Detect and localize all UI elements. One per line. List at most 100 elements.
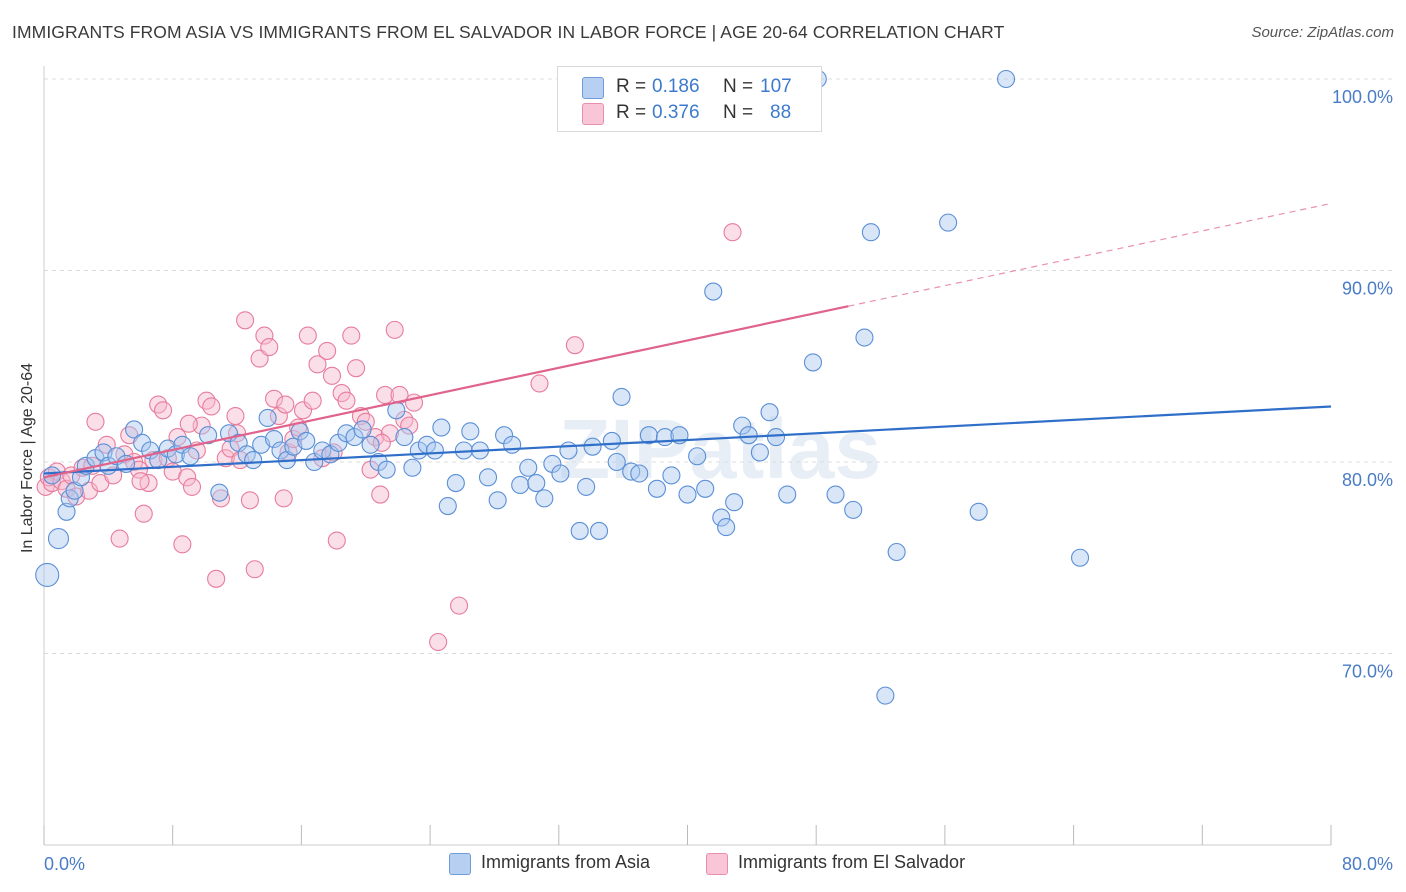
salvador-point — [390, 385, 409, 405]
asia-point — [733, 416, 752, 435]
salvador-point — [240, 491, 259, 510]
asia-point — [559, 441, 578, 460]
asia-point — [826, 485, 845, 504]
asia-point — [678, 485, 697, 504]
asia-point — [395, 428, 414, 447]
legend-n-value: 88 — [770, 102, 792, 123]
asia-point — [446, 474, 465, 493]
asia-point — [639, 426, 658, 445]
legend-r-label: R = — [616, 76, 647, 97]
salvador-trend-line-dashed — [848, 202, 1332, 307]
asia-swatch — [449, 853, 471, 875]
chart-title: IMMIGRANTS FROM ASIA VS IMMIGRANTS FROM … — [12, 22, 1005, 42]
salvador-point — [202, 397, 221, 416]
asia-point — [589, 521, 609, 540]
salvador-point — [308, 355, 327, 374]
asia-point — [803, 353, 823, 372]
salvador-point — [260, 338, 279, 357]
salvador-trend-line — [43, 305, 849, 479]
salvador-point — [318, 341, 337, 360]
asia-point — [361, 435, 380, 454]
legend-n-label: N = — [723, 76, 754, 97]
asia-point — [438, 496, 457, 516]
salvador-point — [276, 395, 295, 414]
asia-points — [35, 69, 1090, 705]
legend-r-value: 0.186 — [652, 76, 700, 97]
salvador-point — [298, 326, 317, 345]
salvador-point — [149, 395, 168, 414]
asia-point — [607, 452, 626, 472]
legend-n-label: N = — [723, 102, 754, 123]
y-tick-label: 100.0% — [1332, 87, 1393, 107]
asia-point — [712, 508, 731, 527]
asia-point — [478, 468, 498, 487]
asia-point — [527, 474, 546, 493]
asia-point — [602, 431, 621, 450]
asia-point — [750, 443, 769, 462]
asia-point — [612, 387, 631, 406]
y-tick-labels: 70.0% 80.0% 90.0% 100.0% — [1332, 87, 1393, 682]
salvador-point — [385, 320, 404, 339]
asia-point — [199, 426, 218, 445]
legend-r-value: 0.376 — [652, 102, 700, 123]
asia-point — [876, 686, 895, 705]
salvador-point — [530, 374, 549, 393]
asia-point — [647, 479, 666, 498]
asia-point — [630, 464, 649, 483]
salvador-point — [372, 433, 391, 452]
salvador-point — [371, 485, 390, 504]
watermark: ZIPatlas — [559, 402, 881, 496]
asia-point — [570, 521, 589, 540]
salvador-point — [450, 596, 469, 615]
salvador-point — [342, 326, 361, 345]
salvador-point — [565, 336, 584, 355]
salvador-point — [197, 391, 216, 410]
asia-swatch — [582, 77, 604, 99]
salvador-point — [327, 531, 346, 550]
asia-point — [551, 464, 570, 483]
bottom-legend-asia-label: Immigrants from Asia — [481, 852, 651, 872]
asia-point — [35, 562, 60, 588]
salvador-swatch — [706, 853, 728, 875]
asia-point — [577, 477, 596, 496]
y-tick-label: 90.0% — [1342, 279, 1393, 299]
salvador-point — [216, 449, 235, 468]
asia-point — [210, 483, 229, 502]
salvador-point — [303, 391, 322, 410]
asia-point — [432, 418, 451, 437]
salvador-point — [236, 311, 255, 330]
asia-point — [297, 431, 316, 450]
salvador-point — [153, 401, 173, 420]
salvador-point — [400, 416, 419, 435]
salvador-point — [226, 406, 245, 426]
salvador-point — [179, 414, 198, 433]
asia-point — [403, 458, 422, 477]
salvador-point — [255, 326, 274, 345]
x-tick-label: 0.0% — [44, 854, 85, 874]
salvador-point — [322, 366, 342, 385]
y-tick-label: 70.0% — [1342, 662, 1393, 682]
salvador-point — [110, 529, 129, 548]
asia-point — [265, 429, 284, 449]
salvador-point — [269, 406, 288, 426]
salvador-point — [86, 412, 105, 431]
correlation-legend: R = 0.186 N = 107 R = 0.376 N = 88 — [557, 66, 822, 132]
x-tick-label: 80.0% — [1342, 854, 1393, 874]
asia-point — [704, 282, 723, 301]
source-label: Source: ZipAtlas.com — [1251, 24, 1394, 41]
asia-point — [258, 408, 277, 428]
salvador-point — [723, 223, 742, 242]
asia-point — [583, 437, 602, 456]
asia-point — [717, 518, 736, 537]
salvador-point — [429, 632, 448, 652]
asia-point — [996, 69, 1016, 89]
salvador-point — [324, 443, 343, 462]
asia-point — [503, 435, 522, 454]
salvador-point — [182, 477, 202, 496]
asia-point — [461, 422, 480, 441]
salvador-point — [207, 569, 226, 588]
asia-point — [778, 485, 797, 504]
salvador-point — [293, 401, 313, 420]
asia-point — [760, 403, 779, 422]
